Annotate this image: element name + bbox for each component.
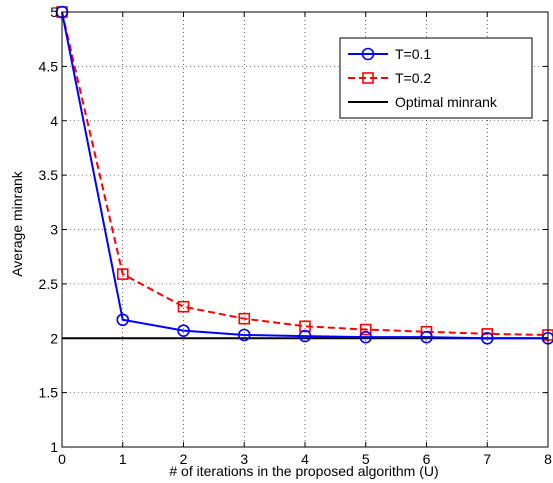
series-1-point-3	[238, 312, 251, 325]
x-tick-label-0: 0	[58, 451, 66, 467]
series-0-point-1	[116, 313, 130, 327]
x-axis-label: # of iterations in the proposed algorith…	[169, 463, 438, 479]
series-line-0	[61, 11, 548, 340]
x-tick-label-6: 6	[423, 451, 431, 467]
y-tick-label-8: 5	[50, 4, 58, 20]
series-1-point-2	[177, 300, 190, 313]
series-1-point-1	[116, 268, 129, 280]
y-tick-label-4: 3	[50, 222, 58, 238]
legend-marker-0	[361, 47, 375, 61]
tick-layer: 0 1 2 3 4 5 6 7 811.522.533.544.55	[39, 4, 553, 467]
series-line-1	[61, 11, 549, 336]
y-tick-label-7: 4.5	[39, 58, 59, 74]
x-tick-label-1: 1	[119, 451, 127, 467]
y-tick-label-6: 4	[50, 113, 58, 129]
legend-marker-1	[362, 72, 374, 84]
x-tick-label-5: 5	[362, 451, 370, 467]
series-1-point-5	[359, 323, 372, 336]
legend-label-0: T=0.1	[395, 46, 431, 62]
legend: T=0.1 T=0.2 Optimal minrank	[339, 37, 533, 119]
series-0-point-4	[298, 329, 312, 343]
x-tick-label-3: 3	[240, 451, 248, 467]
y-tick-label-2: 2	[50, 330, 58, 346]
x-tick-label-7: 7	[483, 451, 491, 467]
legend-label-1: T=0.2	[395, 70, 431, 86]
y-tick-label-1: 1.5	[39, 385, 59, 401]
series-0-point-3	[237, 328, 251, 342]
y-tick-label-0: 1	[50, 439, 58, 455]
y-tick-label-5: 3.5	[39, 167, 59, 183]
x-tick-label-2: 2	[180, 451, 188, 467]
x-tick-label-4: 4	[301, 451, 309, 467]
y-tick-label-3: 2.5	[39, 276, 59, 292]
y-axis-label: Average minrank	[9, 170, 25, 277]
series-0-point-6	[420, 330, 433, 344]
x-tick-label-8: 8	[544, 451, 552, 467]
legend-label-2: Optimal minrank	[395, 94, 498, 110]
series-0-point-5	[359, 330, 373, 344]
series-0-point-7	[480, 331, 494, 345]
series-0-point-2	[177, 324, 190, 337]
